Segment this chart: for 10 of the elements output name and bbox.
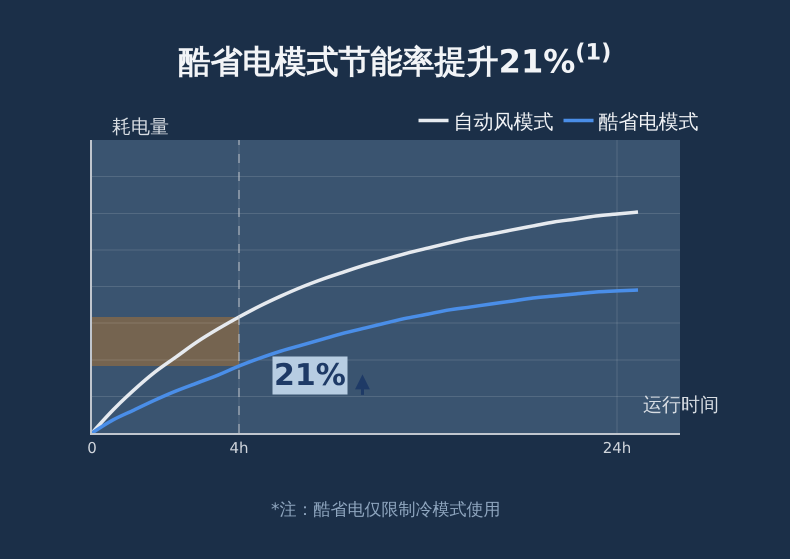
x-tick-label: 0 xyxy=(87,438,97,457)
y-axis-title: 耗电量 xyxy=(112,116,169,138)
text: *注：酷省电仅限制冷模式使用 xyxy=(271,500,500,520)
chart-title: 酷省电模式节能率提升21%$^{(1)}$ xyxy=(178,39,612,81)
legend-label: 自动风模式 xyxy=(454,109,554,134)
x-tick-label: 4h xyxy=(229,438,249,457)
legend-label: 酷省电模式 xyxy=(598,109,699,134)
annotation: 21% xyxy=(274,358,346,393)
x-axis-title: 运行时间 xyxy=(643,394,719,416)
x-tick-label: 24h xyxy=(602,438,632,457)
